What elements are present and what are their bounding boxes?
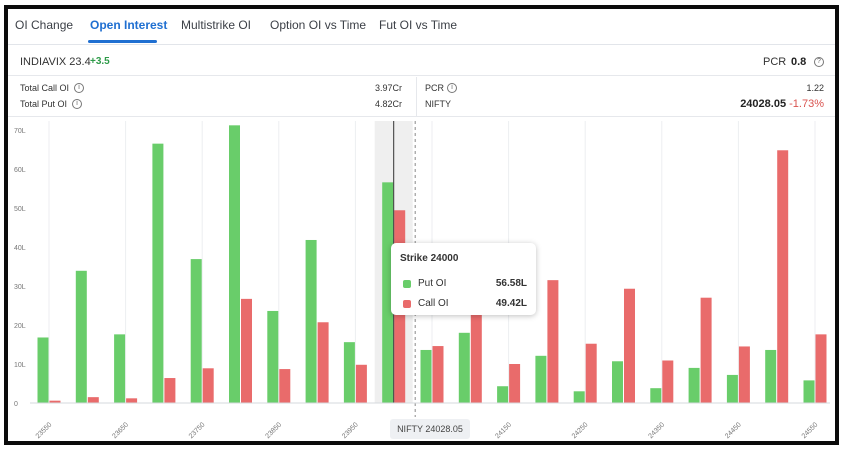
x-tick-label: 24150	[494, 421, 513, 440]
pcr-stat-value: 1.22	[806, 83, 824, 93]
x-tick-label: 24550	[801, 421, 820, 440]
nifty-price: 24028.05	[740, 98, 787, 110]
tooltip-call-value: 49.42L	[495, 298, 527, 309]
call-oi-bar	[87, 397, 99, 403]
put-legend-swatch	[403, 280, 411, 288]
put-oi-bar	[612, 361, 623, 403]
y-tick-label: 10L	[14, 362, 26, 369]
y-tick-label: 60L	[14, 167, 26, 174]
tooltip-put-label: Put OI	[418, 278, 447, 289]
call-oi-bar	[547, 280, 559, 403]
tooltip-put-value: 56.58L	[495, 278, 527, 289]
y-tick-label: 40L	[14, 245, 26, 252]
info-icon[interactable]: i	[72, 99, 82, 109]
call-oi-bar	[509, 364, 521, 403]
tooltip-title: Strike 24000	[400, 253, 459, 264]
call-oi-bar	[585, 343, 597, 403]
pcr-value: 0.8	[791, 56, 807, 68]
total-put-oi-value: 4.82Cr	[374, 99, 402, 109]
call-oi-bar	[662, 360, 674, 403]
vix-bar: INDIAVIX 23.4 +3.5 PCR 0.8 ?	[8, 46, 835, 76]
x-tick-label: 23750	[188, 421, 207, 440]
strike-tooltip: Strike 24000 Put OI 56.58L Call OI 49.42…	[391, 243, 536, 315]
y-tick-label: 20L	[14, 323, 26, 330]
call-oi-bar	[777, 150, 789, 403]
pcr-stat-label: PCR	[425, 83, 445, 93]
put-oi-bar	[343, 342, 355, 403]
nifty-change: -1.73%	[789, 98, 824, 110]
put-oi-bar	[75, 270, 87, 403]
call-oi-bar	[317, 322, 329, 403]
call-legend-swatch	[403, 300, 411, 308]
pcr-label: PCR	[763, 56, 787, 68]
put-oi-bar	[305, 239, 317, 403]
y-tick-label: 30L	[14, 284, 26, 291]
call-oi-bar	[164, 378, 176, 403]
tab-fut-oi-vs-time[interactable]: Fut OI vs Time	[379, 18, 458, 32]
put-oi-bar	[497, 386, 509, 403]
put-oi-bar	[726, 374, 738, 403]
tab-oi-change[interactable]: OI Change	[15, 18, 74, 32]
call-oi-bar	[432, 346, 444, 403]
call-oi-bar	[470, 298, 482, 403]
put-oi-bar	[420, 349, 432, 403]
x-tick-label: 24350	[647, 421, 666, 440]
put-oi-bar	[573, 391, 585, 403]
x-tick-label: 24250	[571, 421, 590, 440]
call-oi-bar	[700, 297, 712, 403]
put-oi-bar	[458, 332, 470, 403]
tab-multistrike-oi[interactable]: Multistrike OI	[181, 18, 252, 32]
indiavix-label: INDIAVIX 23.4	[20, 56, 91, 68]
put-oi-bar	[114, 334, 126, 403]
call-oi-bar	[49, 400, 61, 403]
spot-price-badge: NIFTY 24028.05	[390, 419, 470, 439]
tab-bar: OI Change Open Interest Multistrike OI O…	[8, 9, 835, 45]
oi-panel: OI Change Open Interest Multistrike OI O…	[4, 5, 839, 445]
stats-divider	[416, 77, 417, 117]
y-tick-label: 70L	[14, 128, 26, 135]
tab-option-oi-vs-time[interactable]: Option OI vs Time	[270, 18, 367, 32]
indiavix-change: +3.5	[90, 56, 110, 67]
put-oi-bar	[803, 380, 815, 403]
call-oi-bar	[202, 368, 214, 403]
info-icon[interactable]: i	[447, 83, 457, 93]
x-tick-label: 24450	[724, 421, 743, 440]
call-oi-bar	[815, 334, 827, 403]
y-tick-label: 0	[14, 401, 18, 408]
put-oi-bar	[765, 349, 777, 403]
nifty-label: NIFTY	[425, 99, 451, 109]
put-oi-bar	[37, 337, 49, 403]
total-put-oi-label: Total Put OI	[20, 99, 68, 109]
total-call-oi-value: 3.97Cr	[374, 83, 402, 93]
put-oi-bar	[535, 355, 547, 403]
info-icon[interactable]: i	[74, 83, 84, 93]
put-oi-bar	[382, 182, 394, 403]
call-oi-bar	[279, 369, 291, 403]
y-tick-label: 50L	[14, 206, 26, 213]
call-oi-bar	[738, 346, 750, 403]
call-oi-bar	[355, 364, 367, 403]
call-oi-bar	[624, 288, 635, 403]
put-oi-bar	[229, 125, 240, 403]
x-tick-label: 23850	[264, 421, 283, 440]
tooltip-call-label: Call OI	[418, 298, 449, 309]
active-tab-indicator	[88, 40, 157, 43]
tab-open-interest[interactable]: Open Interest	[90, 18, 168, 32]
oi-stats: Total Call OI i 3.97Cr Total Put OI i 4.…	[8, 77, 835, 117]
x-tick-label: 23650	[111, 421, 130, 440]
total-call-oi-label: Total Call OI	[20, 83, 70, 93]
help-icon[interactable]: ?	[814, 57, 824, 67]
put-oi-bar	[650, 388, 662, 403]
call-oi-bar	[241, 298, 252, 403]
put-oi-bar	[267, 310, 279, 403]
x-tick-label: 23950	[341, 421, 360, 440]
put-oi-bar	[152, 143, 164, 403]
x-tick-label: 23550	[35, 421, 54, 440]
put-oi-bar	[688, 367, 700, 403]
put-oi-bar	[190, 259, 202, 403]
call-oi-bar	[126, 398, 138, 403]
nifty-value: 24028.05 -1.73%	[708, 98, 824, 110]
